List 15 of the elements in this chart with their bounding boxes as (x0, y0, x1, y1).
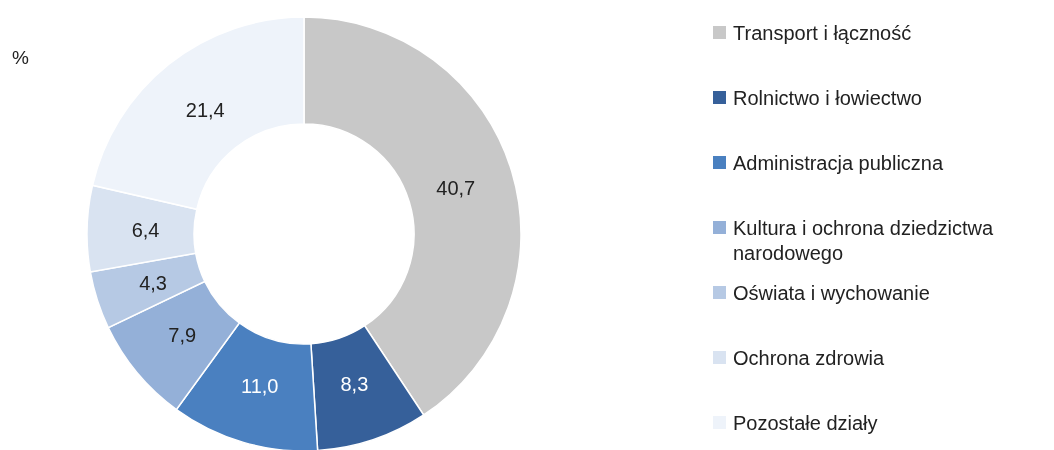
legend-label: Rolnictwo i łowiectwo (733, 87, 922, 109)
data-label: 6,4 (131, 219, 160, 242)
data-label: 4,3 (139, 271, 168, 294)
legend-label: Transport i łączność (733, 22, 912, 44)
data-label: 8,3 (340, 373, 369, 396)
legend-label: Ochrona zdrowia (733, 347, 886, 369)
data-label: 40,7 (436, 177, 476, 200)
legend-label: Pozostałe działy (733, 412, 878, 434)
legend-label: Kultura i ochrona dziedzictwa narodowego (733, 217, 995, 264)
data-label: 7,9 (168, 324, 197, 347)
data-label: 11,0 (241, 375, 279, 398)
legend-label: Administracja publiczna (733, 152, 944, 174)
legend-label: Oświata i wychowanie (733, 282, 930, 304)
text: % (12, 47, 29, 68)
data-label: 21,4 (185, 98, 225, 121)
